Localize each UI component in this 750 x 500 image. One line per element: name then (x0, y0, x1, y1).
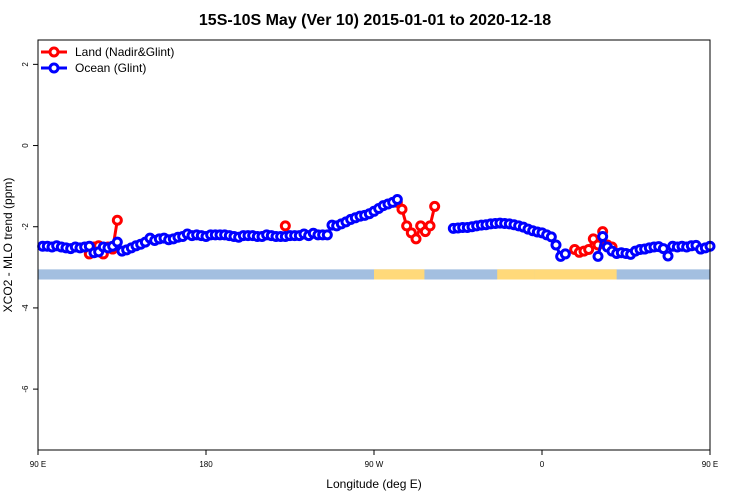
y-tick-label: -6 (21, 385, 30, 393)
land-strip-span-1 (497, 269, 535, 280)
land-strip-span-0 (374, 269, 425, 280)
ocean-glint-point (657, 243, 669, 255)
ocean-glint-point (391, 194, 403, 206)
y-tick-label: -2 (21, 223, 30, 231)
land-nadir-glint-point (429, 200, 441, 212)
ocean-glint-point (545, 231, 557, 243)
ocean-glint-point (592, 250, 604, 262)
chart-title: 15S-10S May (Ver 10) 2015-01-01 to 2020-… (199, 12, 551, 29)
legend-item-land-nadir-glint: Land (Nadir&Glint) (41, 45, 174, 59)
land-nadir-glint-point (583, 243, 595, 255)
land-nadir-glint-point (279, 220, 291, 232)
x-axis-label: Longitude (deg E) (326, 477, 421, 491)
land-nadir-glint-point (396, 203, 408, 215)
legend-label: Land (Nadir&Glint) (75, 45, 174, 59)
legend-item-ocean-glint: Ocean (Glint) (41, 61, 146, 75)
legend-marker (48, 46, 60, 58)
legend-label: Ocean (Glint) (75, 61, 146, 75)
x-tick-label: 90 W (365, 460, 384, 469)
series-layer (37, 194, 716, 262)
land-ocean-strip (38, 269, 710, 280)
ocean-glint-point (662, 250, 674, 262)
y-tick-label: -4 (21, 304, 30, 312)
y-tick-label: 2 (21, 62, 30, 67)
ocean-glint-point (111, 236, 123, 248)
ocean-glint-point (559, 248, 571, 260)
y-axis: 2 0 -2 -4 -6 (21, 62, 38, 393)
x-tick-label: 90 E (30, 460, 46, 469)
y-tick-label: 0 (21, 143, 30, 148)
land-nadir-glint-point (111, 214, 123, 226)
legend: Land (Nadir&Glint) Ocean (Glint) (41, 45, 174, 75)
ocean-glint-point (597, 230, 609, 242)
land-nadir-glint-point (410, 233, 422, 245)
land-nadir-glint-point (424, 220, 436, 232)
x-tick-label: 90 E (702, 460, 718, 469)
y-axis-label: XCO2 - MLO trend (ppm) (1, 178, 15, 313)
ocean-glint-point (550, 239, 562, 251)
x-tick-label: 0 (540, 460, 545, 469)
land-strip-span-2 (534, 269, 617, 280)
series-ocean-glint (37, 194, 716, 262)
x-tick-label: 180 (199, 460, 213, 469)
legend-marker (48, 62, 60, 74)
x-axis: 90 E 180 90 W 0 90 E (30, 450, 718, 469)
ocean-glint-point (321, 229, 333, 241)
